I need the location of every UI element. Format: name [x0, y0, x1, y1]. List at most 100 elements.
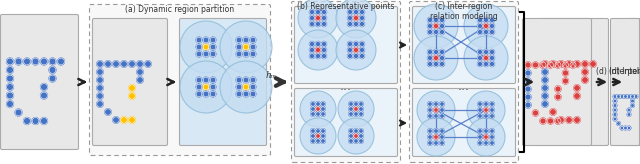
Circle shape	[321, 41, 326, 47]
Circle shape	[316, 112, 320, 116]
Circle shape	[316, 134, 320, 138]
Circle shape	[113, 117, 119, 123]
Circle shape	[210, 84, 216, 90]
Circle shape	[555, 118, 561, 124]
Circle shape	[440, 135, 444, 139]
Circle shape	[210, 77, 216, 83]
Circle shape	[348, 21, 353, 27]
Circle shape	[243, 44, 249, 50]
Circle shape	[582, 69, 588, 75]
Circle shape	[336, 30, 376, 70]
Circle shape	[40, 118, 47, 124]
Circle shape	[428, 18, 433, 22]
Circle shape	[417, 91, 455, 129]
Circle shape	[137, 61, 143, 67]
Circle shape	[440, 30, 445, 34]
Circle shape	[316, 10, 321, 14]
Circle shape	[558, 61, 564, 67]
Circle shape	[236, 77, 242, 83]
Circle shape	[311, 139, 315, 143]
Circle shape	[483, 55, 488, 61]
Circle shape	[354, 139, 358, 143]
Circle shape	[428, 135, 432, 139]
Circle shape	[250, 51, 256, 57]
Circle shape	[590, 61, 596, 67]
FancyBboxPatch shape	[413, 89, 515, 156]
Circle shape	[6, 67, 13, 73]
Circle shape	[359, 112, 364, 116]
Circle shape	[428, 23, 433, 29]
Circle shape	[6, 101, 13, 107]
Circle shape	[477, 50, 483, 54]
Circle shape	[532, 62, 538, 68]
Circle shape	[613, 99, 617, 103]
Circle shape	[40, 58, 47, 65]
Circle shape	[477, 30, 483, 34]
Circle shape	[525, 62, 531, 68]
Circle shape	[97, 77, 103, 83]
Circle shape	[243, 37, 249, 43]
Circle shape	[440, 141, 444, 145]
Circle shape	[563, 70, 568, 76]
Circle shape	[525, 86, 531, 92]
Circle shape	[129, 85, 135, 91]
Circle shape	[220, 61, 272, 113]
Circle shape	[321, 139, 325, 143]
Circle shape	[434, 141, 438, 145]
Circle shape	[137, 69, 143, 75]
Circle shape	[236, 51, 242, 57]
Circle shape	[121, 61, 127, 67]
Circle shape	[349, 139, 353, 143]
Circle shape	[440, 18, 445, 22]
Circle shape	[563, 62, 568, 68]
Circle shape	[613, 95, 617, 98]
Circle shape	[300, 91, 336, 127]
FancyBboxPatch shape	[294, 7, 397, 83]
Circle shape	[433, 62, 438, 66]
Circle shape	[483, 30, 488, 34]
Circle shape	[440, 23, 445, 29]
Circle shape	[204, 51, 209, 57]
Circle shape	[630, 99, 634, 103]
Circle shape	[250, 77, 256, 83]
Circle shape	[490, 50, 495, 54]
FancyBboxPatch shape	[625, 19, 640, 145]
Circle shape	[196, 51, 202, 57]
FancyBboxPatch shape	[294, 89, 397, 156]
Circle shape	[440, 114, 444, 118]
Circle shape	[433, 55, 438, 61]
Circle shape	[311, 129, 315, 133]
Circle shape	[105, 61, 111, 67]
Circle shape	[478, 108, 482, 112]
Circle shape	[349, 129, 353, 133]
Circle shape	[97, 93, 103, 99]
Circle shape	[236, 84, 242, 90]
Circle shape	[32, 118, 39, 124]
Circle shape	[525, 94, 531, 100]
FancyBboxPatch shape	[410, 1, 518, 163]
Circle shape	[300, 118, 336, 154]
Circle shape	[360, 53, 365, 59]
Circle shape	[490, 114, 494, 118]
Circle shape	[204, 37, 209, 43]
Circle shape	[360, 48, 365, 52]
Circle shape	[490, 55, 495, 61]
Circle shape	[613, 113, 617, 116]
Circle shape	[121, 117, 127, 123]
Circle shape	[97, 101, 103, 107]
Circle shape	[354, 107, 358, 111]
Circle shape	[316, 129, 320, 133]
Circle shape	[440, 50, 445, 54]
Circle shape	[428, 129, 432, 133]
Circle shape	[525, 102, 531, 108]
Circle shape	[542, 69, 548, 75]
Circle shape	[354, 134, 358, 138]
Circle shape	[428, 102, 432, 106]
Circle shape	[440, 102, 444, 106]
Circle shape	[617, 95, 620, 98]
Circle shape	[210, 44, 216, 50]
Circle shape	[477, 23, 483, 29]
Circle shape	[196, 84, 202, 90]
Circle shape	[433, 23, 438, 29]
Circle shape	[440, 62, 445, 66]
